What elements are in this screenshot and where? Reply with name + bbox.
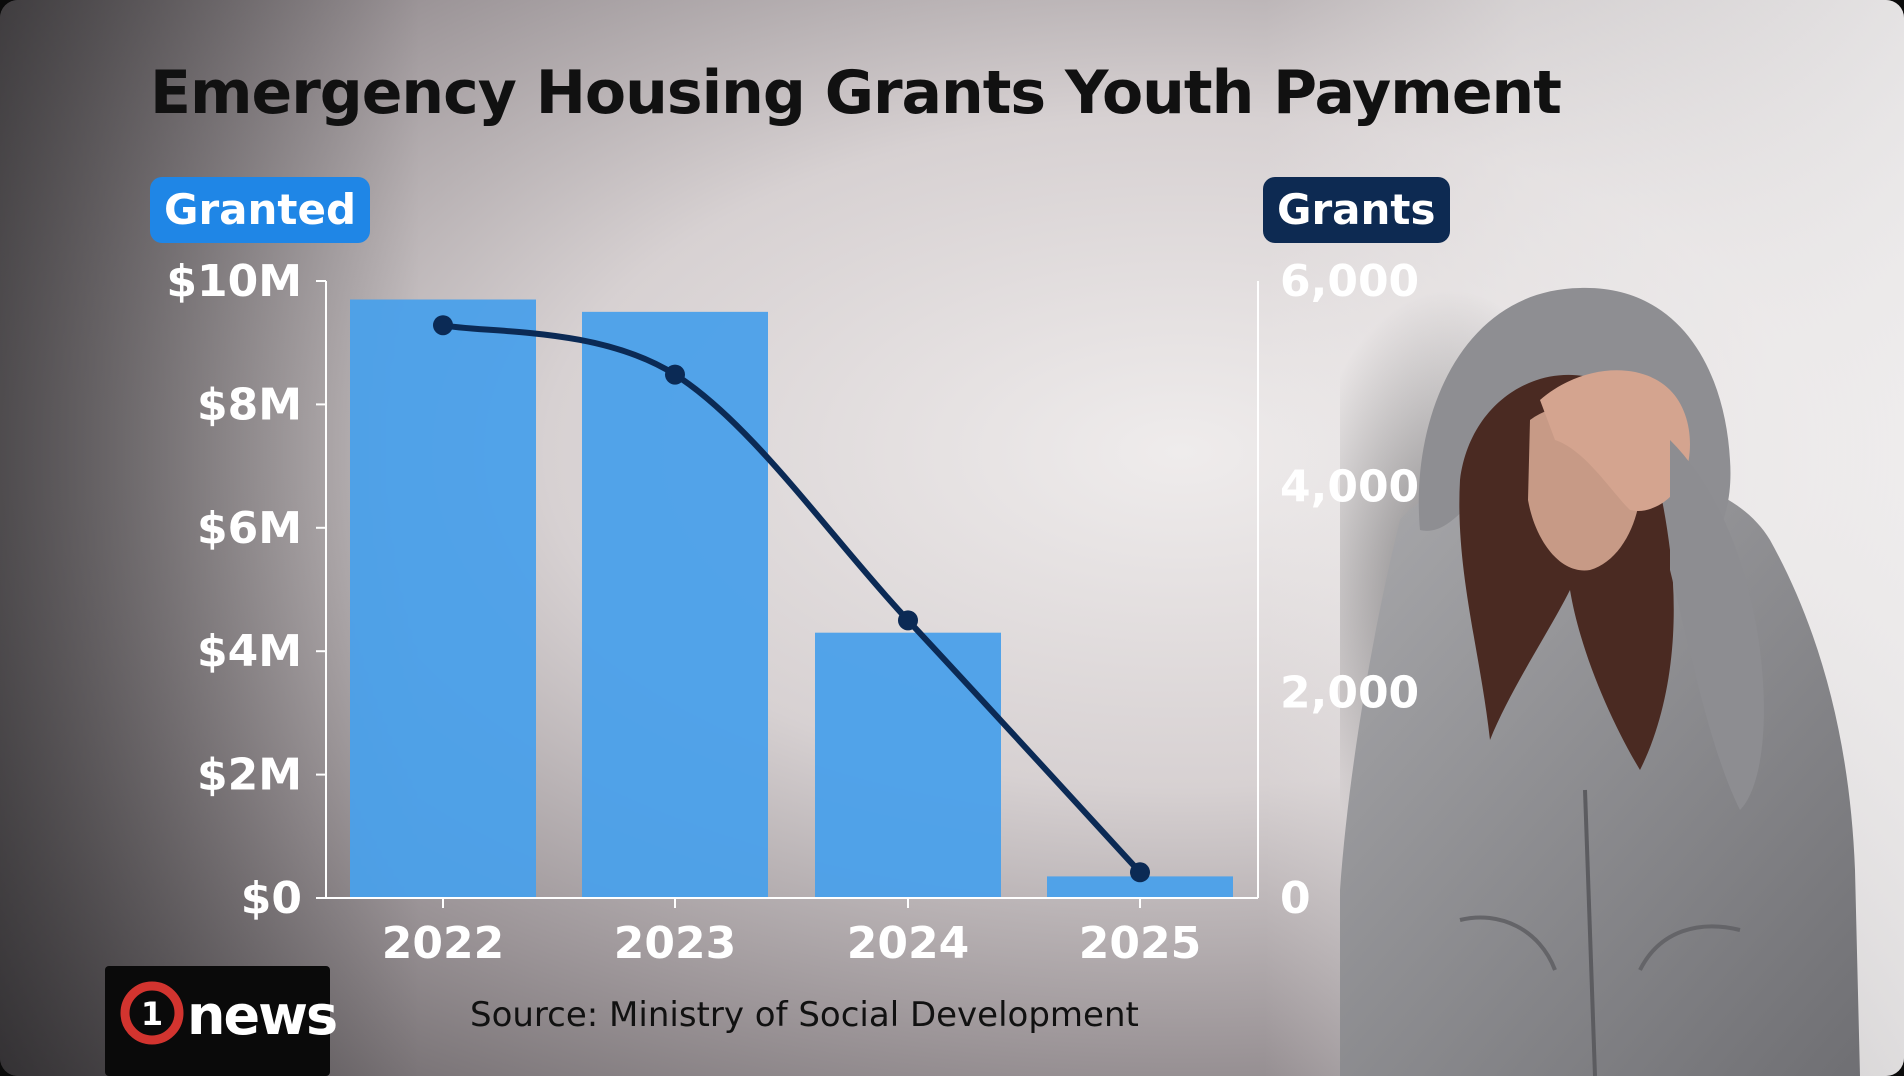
- bar-series: [350, 299, 1233, 899]
- news-logo: 1 news: [105, 966, 338, 1076]
- grants-line: [440, 322, 1143, 876]
- chart-title: Emergency Housing Grants Youth Payment: [150, 58, 1562, 128]
- hooded-person-illustration: [1340, 287, 1860, 1076]
- x-axis: 2022 2023 2024 2025: [326, 897, 1258, 969]
- left-tick-label: $0: [241, 873, 302, 924]
- bar: [350, 299, 536, 898]
- x-tick-label: 2024: [847, 918, 969, 969]
- x-tick-label: 2022: [382, 918, 504, 969]
- right-tick-label: 6,000: [1280, 256, 1419, 307]
- line-point: [433, 315, 453, 336]
- right-tick-label: 4,000: [1280, 462, 1419, 513]
- left-axis: $0 $2M $4M $6M $8M $10M: [166, 256, 327, 924]
- left-tick-label: $4M: [197, 626, 302, 677]
- source-note: Source: Ministry of Social Development: [470, 995, 1139, 1035]
- bar: [1047, 876, 1233, 898]
- right-tick-label: 2,000: [1280, 667, 1419, 718]
- x-tick-label: 2025: [1079, 918, 1201, 969]
- right-axis: 0 2,000 4,000 6,000: [1257, 256, 1419, 924]
- logo-text: news: [187, 984, 338, 1047]
- line-point: [1130, 862, 1150, 883]
- logo-ring-icon: 1: [120, 981, 184, 1045]
- line-point: [665, 364, 685, 385]
- left-axis-label: Granted: [150, 177, 371, 243]
- line-point: [898, 610, 918, 631]
- left-tick-label: $6M: [197, 503, 302, 554]
- x-tick-label: 2023: [614, 918, 736, 969]
- right-tick-label: 0: [1280, 873, 1311, 924]
- bar: [582, 311, 768, 899]
- line-series: [433, 315, 1150, 883]
- bar: [815, 632, 1001, 898]
- left-tick-label: $8M: [197, 379, 302, 430]
- right-axis-label: Grants: [1263, 177, 1450, 243]
- left-tick-label: $10M: [166, 256, 302, 307]
- left-tick-label: $2M: [197, 750, 302, 801]
- logo-number: 1: [141, 995, 163, 1033]
